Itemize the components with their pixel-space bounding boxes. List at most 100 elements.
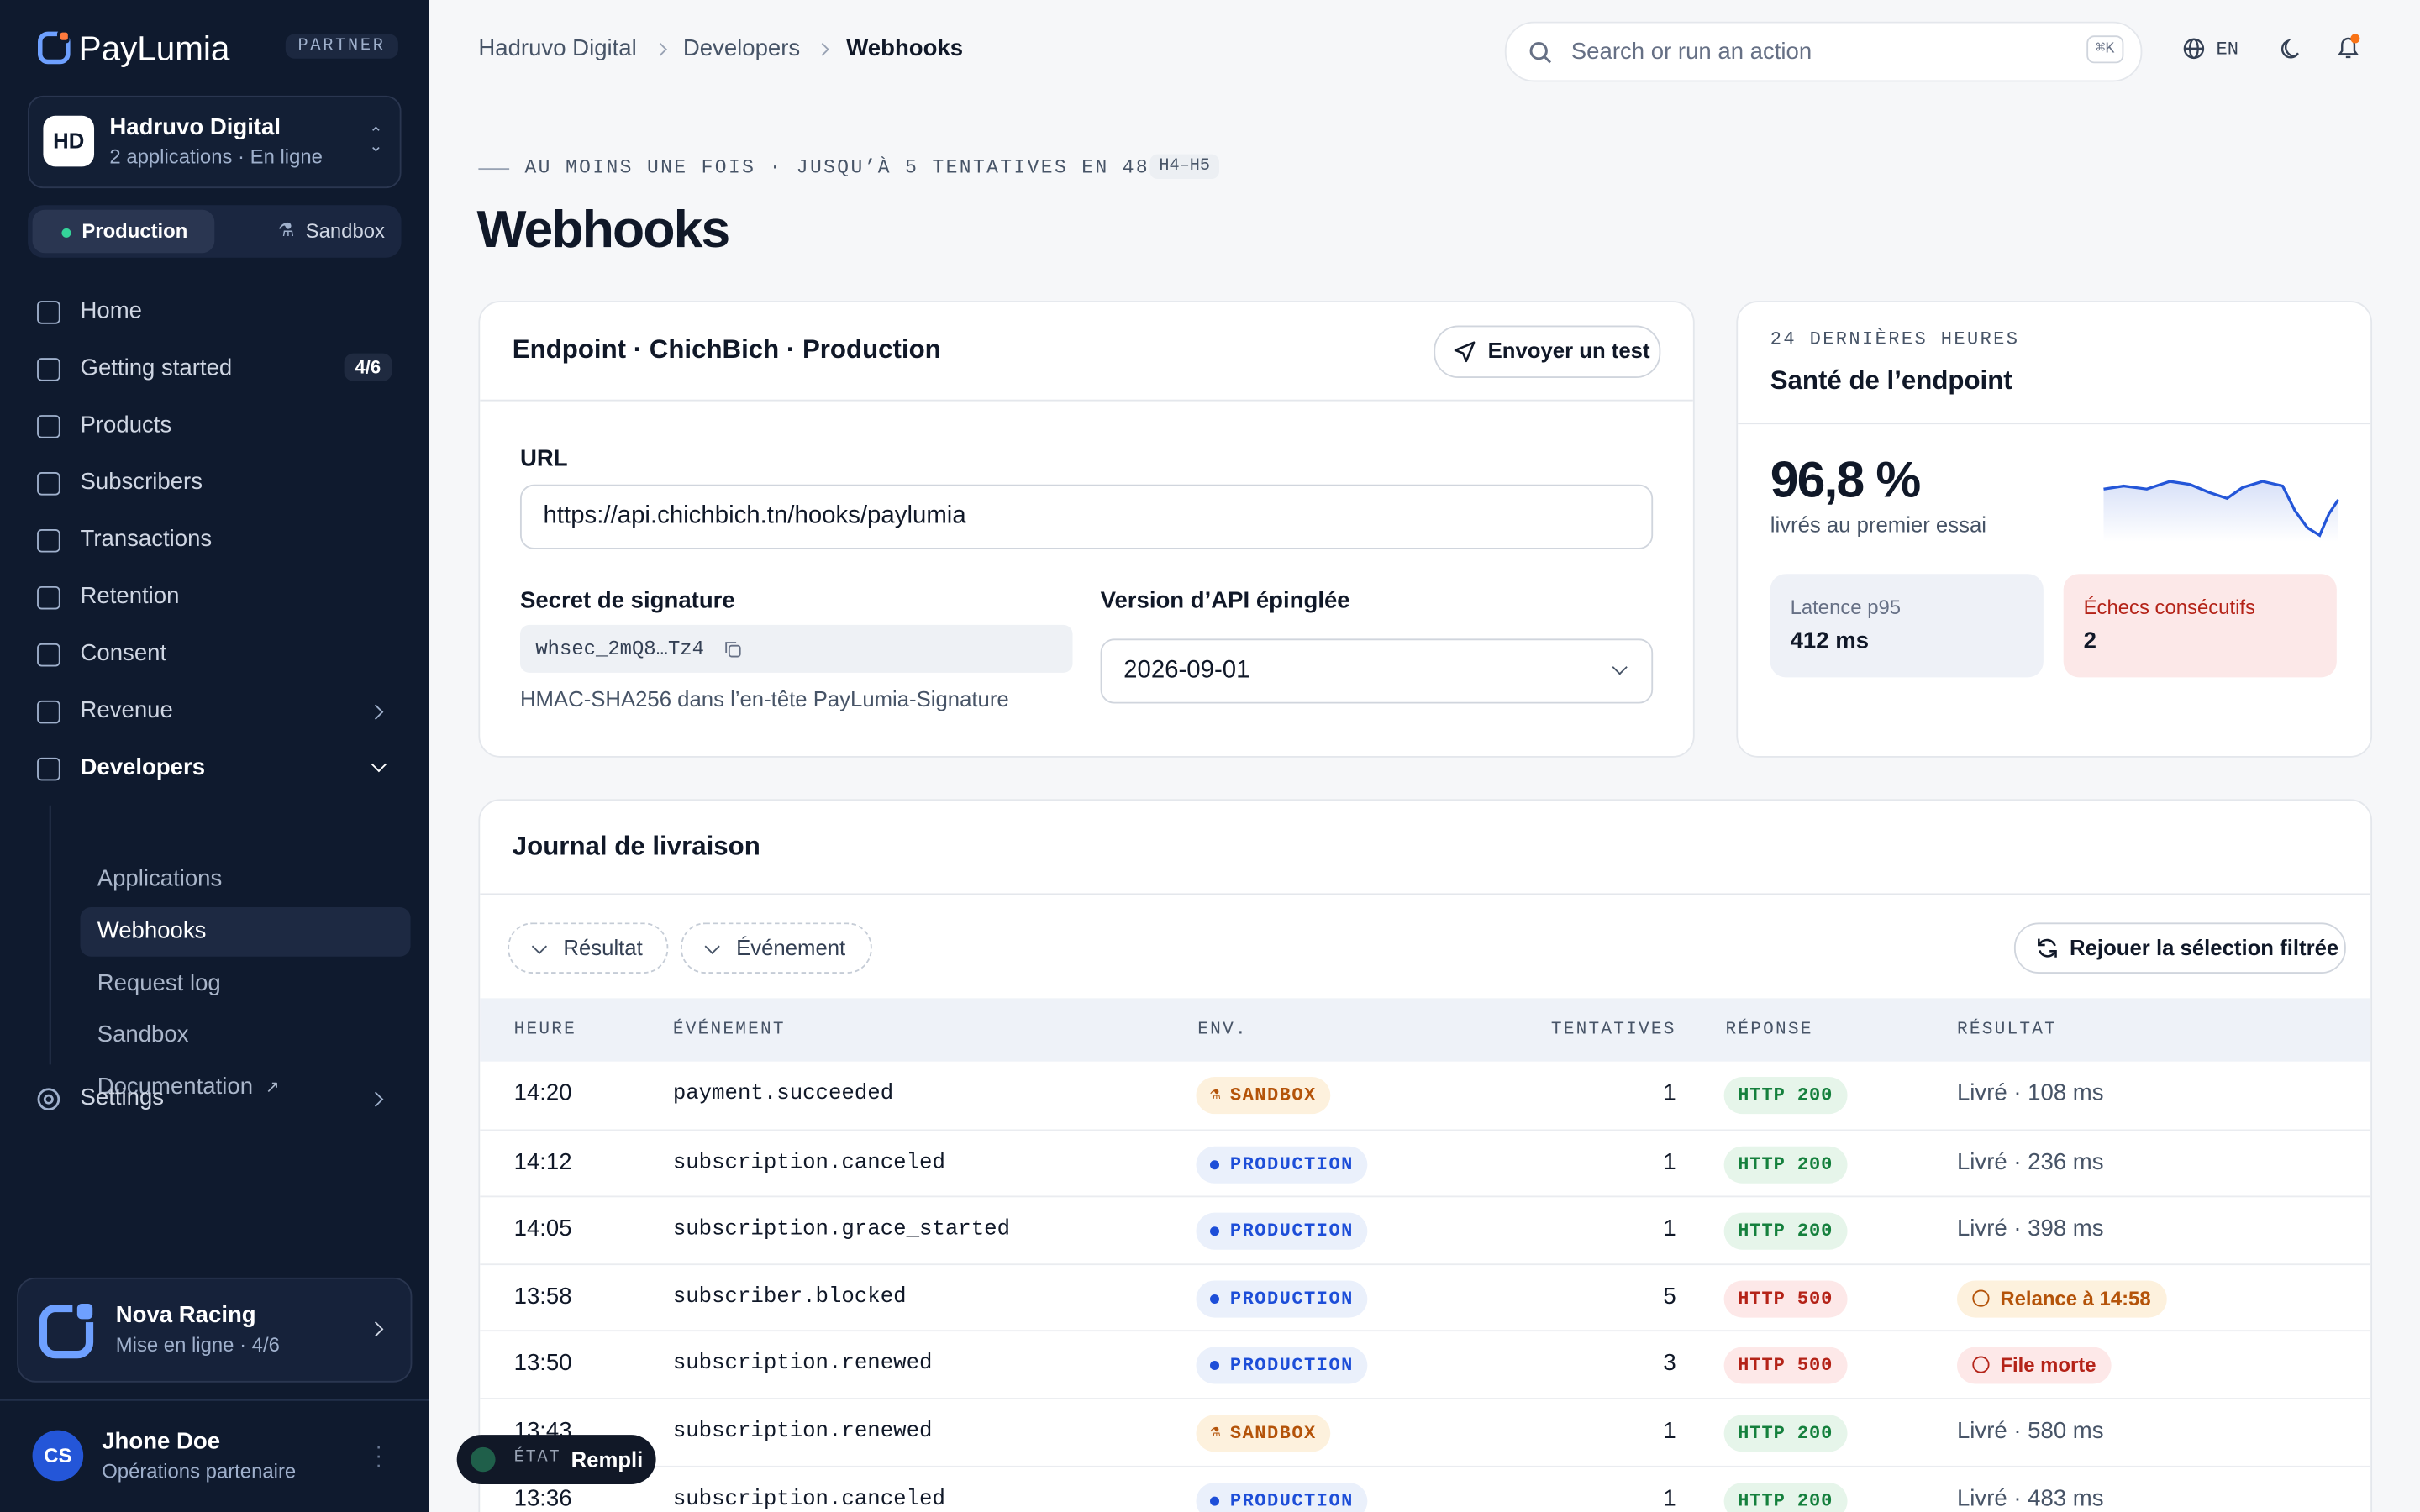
replay-button[interactable]: Rejouer la sélection filtrée (2013, 922, 2346, 974)
org-switcher[interactable]: HD Hadruvo Digital 2 applications · En l… (28, 95, 402, 189)
table-row[interactable]: 13:43 subscription.renewed ⚗ SANDBOX 1 HTTP 2… (480, 1398, 2371, 1467)
table-row[interactable]: 14:20 payment.succeeded ⚗ SANDBOX 1 HTTP 200 L… (480, 1062, 2370, 1129)
subnav-label: Webhooks (97, 917, 207, 944)
subnav-item[interactable]: Request log (81, 959, 411, 1009)
nav-label: Home (80, 297, 143, 324)
nav-label: Revenue (80, 697, 173, 724)
subnav-item[interactable]: Documentation ↗ (81, 1063, 411, 1113)
language[interactable]: EN (2216, 38, 2239, 60)
result-label: File morte (2000, 1353, 2096, 1378)
theme-toggle[interactable] (2278, 37, 2302, 61)
test-button[interactable]: Envoyer un test (1434, 325, 1661, 379)
env-label: Production (82, 218, 188, 243)
cell-event: subscription.grace_started (672, 1217, 1011, 1242)
nav-icon (37, 1088, 60, 1110)
cell-result: Livré · 398 ms (1956, 1215, 2104, 1242)
column-header: RÉSULTAT (1956, 1020, 2058, 1040)
nav-icon (37, 301, 60, 324)
endpoint-card: Endpoint · ChichBich · Production Envoye… (478, 301, 1695, 758)
nav-item[interactable]: Retention (0, 571, 429, 623)
external-icon: ↗ (265, 1079, 280, 1098)
breadcrumb-item[interactable]: Developers (682, 35, 801, 62)
cell-attempts: 1 (1663, 1079, 1676, 1106)
nav-item[interactable]: Transactions (0, 514, 429, 566)
replay-icon (2038, 938, 2057, 958)
nav-item[interactable]: Developers (0, 742, 429, 794)
notifications[interactable] (2335, 33, 2363, 64)
nav-item[interactable]: Home (0, 286, 429, 338)
breadcrumb-item[interactable]: Hadruvo Digital (478, 35, 637, 62)
nav-label: Products (80, 412, 172, 438)
sparkline (2103, 480, 2340, 542)
nav-label: Transactions (80, 526, 213, 553)
promo-card[interactable]: Nova Racing Mise en ligne · 4/6 (17, 1277, 413, 1383)
nav-item[interactable]: Revenue (0, 685, 429, 738)
subnav-label: Applications (97, 865, 223, 892)
env-label: PRODUCTION (1229, 1221, 1354, 1242)
filter-chip[interactable]: Événement (681, 922, 872, 974)
nav-item[interactable]: Subscribers (0, 457, 429, 509)
subnav-item[interactable]: Applications (81, 855, 411, 905)
user-menu[interactable]: · · · (375, 1433, 382, 1477)
env-toggle: Production ⚗ Sandbox (28, 205, 402, 258)
nav-label: Consent (80, 640, 167, 667)
response-pill: HTTP 200 (1723, 1482, 1847, 1512)
cell-attempts: 1 (1663, 1215, 1676, 1242)
cell-event: payment.succeeded (672, 1081, 894, 1106)
version-select[interactable]: 2026-09-01 (1100, 638, 1654, 704)
nav-item[interactable]: Getting started 4/6 (0, 343, 429, 395)
table-row[interactable]: 13:58 subscriber.blocked PRODUCTION 5 HTTP 5… (480, 1263, 2371, 1332)
tile-value: 412 ms (1790, 627, 1870, 654)
env-sandbox[interactable]: ⚗ Sandbox (219, 210, 397, 253)
eyebrow: AU MOINS UNE FOIS · JUSQU’À 5 TENTATIVES… (524, 157, 1177, 180)
secret-field: whsec_2mQ8…Tz4 (519, 624, 1073, 673)
tile-value: 2 (2083, 627, 2096, 654)
eyebrow-tag: H4–H5 (1150, 154, 1220, 180)
response-pill: HTTP 200 (1723, 1145, 1847, 1184)
cell-attempts: 3 (1663, 1350, 1676, 1378)
table-row[interactable]: 14:05 subscription.grace_started PRODUCTIO… (480, 1195, 2371, 1265)
nav-icon (37, 529, 60, 553)
url-value: https://api.chichbich.tn/hooks/paylumia (543, 502, 966, 530)
table-row[interactable]: 14:12 subscription.canceled PRODUCTION 1 HTT… (480, 1128, 2371, 1198)
cell-event: subscriber.blocked (672, 1284, 907, 1310)
divider (480, 399, 1693, 402)
nav-item[interactable]: Products (0, 400, 429, 452)
env-label: PRODUCTION (1229, 1153, 1354, 1175)
status-label: ÉTAT (513, 1448, 561, 1467)
column-header: ENV. (1197, 1020, 1248, 1040)
nav-icon (37, 757, 60, 781)
nav-icon (37, 643, 60, 667)
env-label: PRODUCTION (1229, 1489, 1354, 1512)
filter-chip[interactable]: Résultat (508, 922, 669, 974)
cell-attempts: 5 (1663, 1283, 1676, 1310)
table-row[interactable]: 13:36 subscription.canceled PRODUCTION 1 HTT… (480, 1465, 2371, 1512)
search-box[interactable]: Search or run an action ⌘K (1504, 21, 2143, 82)
org-meta: 2 applications · En ligne (109, 144, 323, 169)
url-input[interactable]: https://api.chichbich.tn/hooks/paylumia (519, 484, 1654, 549)
user-avatar: CS (32, 1430, 84, 1482)
nav-label: Subscribers (80, 469, 203, 496)
column-header: RÉPONSE (1725, 1020, 1813, 1040)
copy-button[interactable] (723, 640, 742, 659)
column-header: ÉVÉNEMENT (672, 1020, 786, 1040)
nav-item[interactable]: Consent (0, 628, 429, 680)
nav-label: Getting started (80, 354, 233, 381)
promo-name: Nova Racing (115, 1302, 256, 1329)
nav-item[interactable]: Settings (0, 1073, 429, 1125)
env-dot (61, 228, 71, 238)
table-row[interactable]: 13:50 subscription.renewed PRODUCTION 3 HTTP… (480, 1330, 2371, 1399)
chevron (1612, 659, 1628, 675)
env-icon (1210, 1159, 1220, 1169)
subnav-item[interactable]: Sandbox (81, 1011, 411, 1061)
env-production[interactable]: Production (32, 209, 215, 254)
tile-label: Latence p95 (1790, 595, 1902, 619)
column-header: HEURE (513, 1020, 577, 1040)
subnav-item[interactable]: Webhooks (80, 906, 411, 957)
cell-time: 14:05 (513, 1215, 572, 1242)
sidebar: PayLumia PARTNER HD Hadruvo Digital 2 ap… (0, 0, 429, 1512)
env-pill: PRODUCTION (1196, 1347, 1368, 1385)
filter-label: Résultat (563, 935, 643, 960)
cell-result: Livré · 483 ms (1956, 1485, 2104, 1512)
